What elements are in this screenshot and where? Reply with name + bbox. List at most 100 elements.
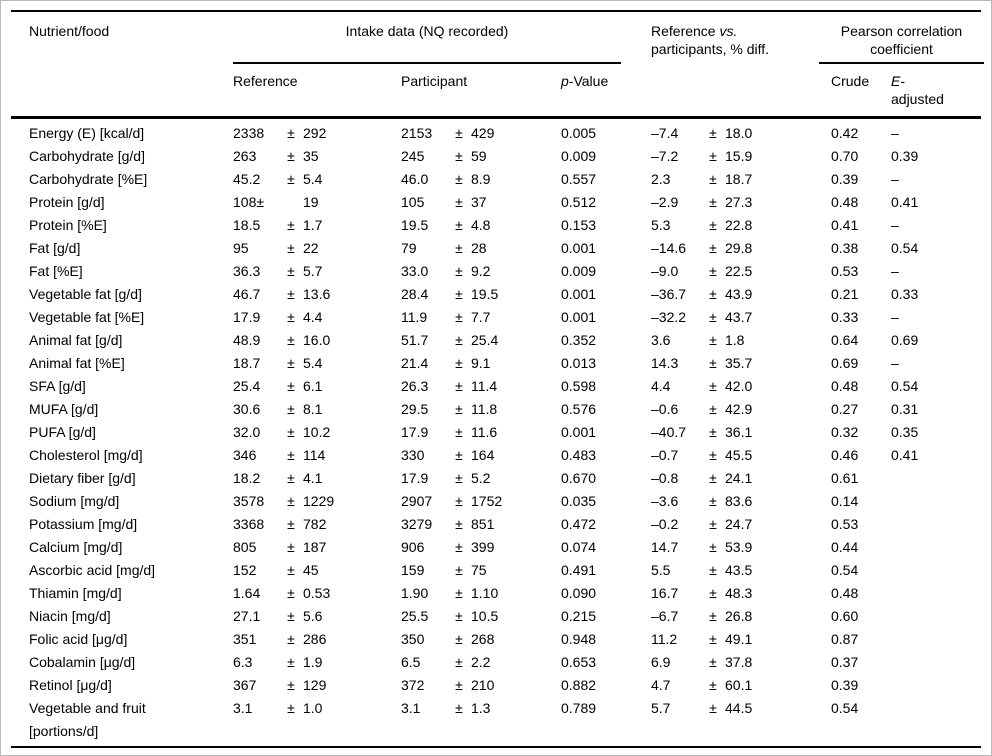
- reference-cell: 18.7 ±5.4: [233, 352, 401, 375]
- participant-value: 2153: [401, 125, 433, 141]
- plus-minus-sign: ±: [709, 493, 717, 509]
- plus-minus-sign: ±: [709, 631, 717, 647]
- participant-sd: 19.5: [471, 286, 499, 302]
- plus-minus-sign: ±: [709, 562, 717, 578]
- p-value-cell: 0.009: [561, 148, 597, 164]
- plus-minus-sign: ±: [709, 309, 717, 325]
- reference-value: 263: [233, 148, 257, 164]
- p-value-cell: 0.948: [561, 631, 597, 647]
- pct-diff-value: –0.2: [651, 516, 679, 532]
- plus-minus-sign: ±: [455, 332, 463, 348]
- pct-diff-sd: 43.7: [725, 309, 753, 325]
- participant-cell: 372 ±210: [401, 674, 561, 697]
- nutrient-cell: Fat [g/d]: [29, 240, 81, 256]
- nutrient-cell: MUFA [g/d]: [29, 401, 99, 417]
- participant-value: 1.90: [401, 585, 429, 601]
- column-header-p-value: p-Value: [561, 64, 651, 116]
- p-value-cell: 0.670: [561, 470, 597, 486]
- pct-diff-cell: 14.7 ±53.9: [651, 536, 831, 559]
- pct-diff-line1: Reference: [651, 23, 720, 39]
- pct-diff-sd: 49.1: [725, 631, 753, 647]
- participant-sd: 429: [471, 125, 495, 141]
- table-row: Protein [%E] 18.5 ±1.7 19.5 ±4.8 0.153 5.3…: [11, 214, 981, 237]
- e-adjusted-cell: [891, 536, 981, 559]
- table-row: Vegetable fat [%E] 17.9 ±4.4 11.9 ±7.7 0.0…: [11, 306, 981, 329]
- pct-diff-cell: 2.3 ±18.7: [651, 168, 831, 191]
- column-header-pct-diff: Reference vs. participants, % diff.: [651, 12, 831, 64]
- p-value-cell: 0.001: [561, 240, 597, 256]
- pct-diff-cell: –32.2 ±43.7: [651, 306, 831, 329]
- pct-diff-value: –14.6: [651, 240, 687, 256]
- crude-cell: 0.48: [831, 194, 859, 210]
- crude-cell: 0.48: [831, 378, 859, 394]
- participant-sd: 25.4: [471, 332, 499, 348]
- reference-value: 346: [233, 447, 257, 463]
- reference-sd: 129: [303, 677, 327, 693]
- pct-diff-value: –0.6: [651, 401, 679, 417]
- pct-diff-value: 5.3: [651, 217, 671, 233]
- plus-minus-sign: ±: [455, 355, 463, 371]
- participant-sd: 11.6: [471, 424, 498, 440]
- crude-cell: 0.42: [831, 125, 859, 141]
- plus-minus-sign: ±: [709, 585, 717, 601]
- e-adjusted-cell: [891, 651, 981, 674]
- participant-value: 3.1: [401, 700, 421, 716]
- p-value-cell: 0.882: [561, 677, 597, 693]
- plus-minus-sign: ±: [455, 447, 463, 463]
- participant-value: 19.5: [401, 217, 429, 233]
- plus-minus-sign: ±: [287, 608, 295, 624]
- reference-sd: 6.1: [303, 378, 323, 394]
- table-row: Potassium [mg/d] 3368 ±782 3279 ±851 0.472…: [11, 513, 981, 536]
- p-value-cell: 0.009: [561, 263, 597, 279]
- plus-minus-sign: ±: [709, 148, 717, 164]
- plus-minus-sign: ±: [287, 240, 295, 256]
- pct-diff-value: 5.5: [651, 562, 671, 578]
- pct-diff-cell: –0.8 ±24.1: [651, 467, 831, 490]
- participant-cell: 3279 ±851: [401, 513, 561, 536]
- pct-diff-cell: 4.4 ±42.0: [651, 375, 831, 398]
- reference-sd: 22: [303, 240, 319, 256]
- table-row: Folic acid [μg/d] 351 ±286 350 ±268 0.948 …: [11, 628, 981, 651]
- plus-minus-sign: ±: [287, 171, 295, 187]
- pct-diff-sd: 35.7: [725, 355, 753, 371]
- participant-sd: 851: [471, 516, 495, 532]
- e-adjusted-cell: 0.31: [891, 401, 919, 417]
- participant-value: 6.5: [401, 654, 421, 670]
- participant-sd: 9.1: [471, 355, 491, 371]
- plus-minus-sign: ±: [287, 631, 295, 647]
- nutrient-cell: Animal fat [%E]: [29, 355, 125, 371]
- reference-cell: 95 ±22: [233, 237, 401, 260]
- table-row: Dietary fiber [g/d] 18.2 ±4.1 17.9 ±5.2 0.…: [11, 467, 981, 490]
- table-row: MUFA [g/d] 30.6 ±8.1 29.5 ±11.8 0.576 –0.6…: [11, 398, 981, 421]
- top-rule: [11, 10, 981, 12]
- p-value-cell: 0.557: [561, 171, 597, 187]
- participant-value: 330: [401, 447, 425, 463]
- e-adjusted-cell: –: [891, 263, 899, 279]
- plus-minus-sign: ±: [455, 539, 463, 555]
- nutrient-cell: PUFA [g/d]: [29, 424, 96, 440]
- plus-minus-sign: ±: [455, 700, 463, 716]
- participant-sd: 11.8: [471, 401, 498, 417]
- pct-diff-value: –3.6: [651, 493, 679, 509]
- plus-minus-sign: ±: [709, 125, 717, 141]
- plus-minus-sign: ±: [287, 424, 295, 440]
- p-value-cell: 0.512: [561, 194, 597, 210]
- participant-cell: 330 ±164: [401, 444, 561, 467]
- participant-cell: 26.3 ±11.4: [401, 375, 561, 398]
- participant-value: 51.7: [401, 332, 429, 348]
- participant-value: 159: [401, 562, 425, 578]
- participant-cell: 1.90 ±1.10: [401, 582, 561, 605]
- pct-diff-value: –6.7: [651, 608, 679, 624]
- column-header-crude: Crude: [831, 73, 870, 89]
- column-header-reference: Reference: [233, 73, 298, 89]
- reference-value: 48.9: [233, 332, 261, 348]
- plus-minus-sign: ±: [287, 470, 295, 486]
- plus-minus-sign: ±: [709, 677, 717, 693]
- nutrient-cell: Cobalamin [μg/d]: [29, 654, 136, 670]
- plus-minus-sign: ±: [709, 401, 717, 417]
- table-row: Calcium [mg/d] 805 ±187 906 ±399 0.074 14.…: [11, 536, 981, 559]
- reference-cell: 263 ±35: [233, 145, 401, 168]
- pct-diff-value: –40.7: [651, 424, 687, 440]
- e-adjusted-cell: 0.33: [891, 286, 919, 302]
